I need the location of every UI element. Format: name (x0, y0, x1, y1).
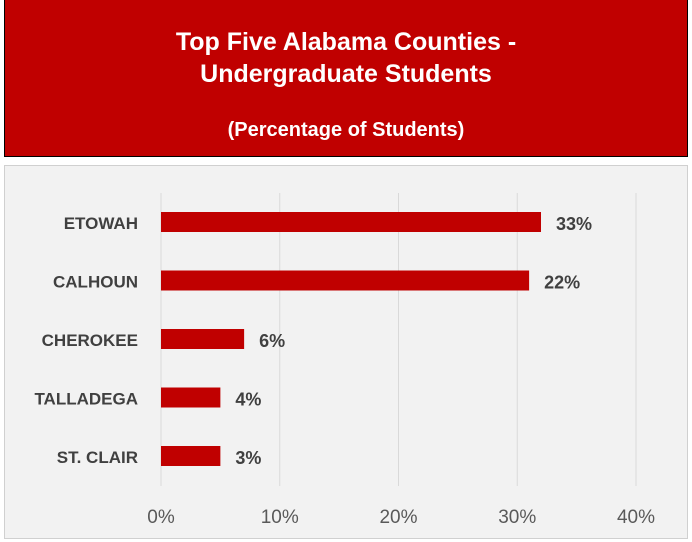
category-label: CHEROKEE (42, 331, 138, 350)
x-tick-label: 0% (147, 507, 175, 528)
chart-subtitle: (Percentage of Students) (227, 119, 465, 141)
data-label: 4% (235, 390, 261, 410)
chart-title-line-1: Top Five Alabama Counties - (175, 28, 517, 56)
chart-title: Top Five Alabama Counties - Undergraduat… (5, 26, 687, 90)
bar (161, 270, 530, 291)
chart-title-line-2: Undergraduate Students (200, 60, 492, 88)
bar (161, 212, 541, 232)
x-tick-label: 10% (261, 507, 299, 528)
category-label: ETOWAH (64, 214, 138, 233)
bar (161, 329, 245, 349)
data-label: 3% (235, 448, 261, 468)
category-label: TALLADEGA (34, 390, 138, 409)
data-label: 6% (259, 331, 285, 351)
data-label: 22% (544, 273, 580, 293)
x-tick-label: 40% (617, 507, 655, 528)
bar (161, 387, 221, 408)
category-label: ST. CLAIR (57, 448, 138, 467)
category-label: CALHOUN (53, 273, 138, 292)
x-tick-label: 20% (379, 507, 417, 528)
chart-header: Top Five Alabama Counties - Undergraduat… (4, 0, 688, 157)
data-label: 33% (556, 214, 592, 234)
bar (161, 446, 221, 466)
x-tick-label: 30% (498, 507, 536, 528)
